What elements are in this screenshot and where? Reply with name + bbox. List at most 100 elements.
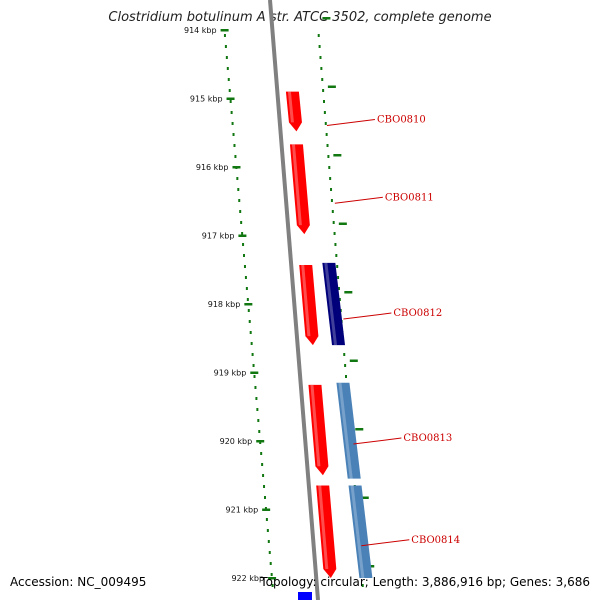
major-tick-right — [344, 291, 353, 294]
gene-arrow-highlight — [291, 144, 302, 226]
minor-tick-left — [236, 177, 239, 180]
minor-tick-right — [321, 78, 324, 81]
minor-tick-left — [233, 144, 236, 147]
minor-tick-left — [265, 518, 268, 521]
major-tick-right — [338, 222, 347, 225]
major-tick-right — [349, 359, 358, 362]
kbp-label: 921 kbp — [226, 506, 259, 515]
gene-label: CBO0812 — [393, 308, 442, 319]
gene-features — [285, 91, 337, 578]
minor-tick-left — [250, 342, 253, 345]
minor-tick-right — [335, 254, 338, 257]
minor-tick-left — [232, 133, 235, 136]
kbp-label: 916 kbp — [196, 163, 229, 172]
minor-tick-right — [333, 232, 336, 235]
kbp-label: 920 kbp — [220, 437, 253, 446]
major-tick-left — [226, 97, 235, 100]
major-tick-left — [220, 29, 229, 32]
gene-label-leader — [353, 437, 402, 445]
minor-tick-left — [260, 452, 263, 455]
minor-tick-left — [251, 353, 254, 356]
kbp-label: 917 kbp — [202, 232, 235, 241]
minor-tick-right — [334, 243, 337, 246]
minor-tick-left — [266, 529, 269, 532]
minor-tick-left — [246, 298, 249, 301]
minor-tick-left — [238, 199, 241, 202]
annotation-track-bar — [348, 485, 373, 578]
annotation-track-bar — [336, 382, 361, 479]
gene-label-leader — [361, 539, 410, 547]
minor-tick-left — [243, 254, 246, 257]
minor-tick-left — [231, 122, 234, 125]
minor-tick-right — [320, 67, 323, 70]
minor-tick-left — [252, 364, 255, 367]
minor-tick-left — [269, 562, 272, 565]
major-tick-left — [262, 508, 271, 511]
minor-tick-left — [229, 100, 232, 103]
minor-tick-left — [263, 496, 266, 499]
major-tick-left — [250, 371, 259, 374]
annotation-track-highlight — [350, 485, 365, 578]
major-tick-left — [232, 166, 241, 169]
minor-tick-left — [267, 540, 270, 543]
minor-tick-right — [323, 111, 326, 114]
minor-tick-left — [256, 408, 259, 411]
gene-label-leader — [343, 312, 392, 320]
minor-tick-left — [244, 276, 247, 279]
major-tick-left — [238, 234, 247, 237]
minor-tick-right — [337, 287, 340, 290]
minor-tick-left — [243, 265, 246, 268]
kbp-labels: 914 kbp 915 kbp 916 kbp 917 kbp 918 kbp 919 k… — [184, 26, 264, 583]
kbp-label: 915 kbp — [190, 95, 223, 104]
minor-tick-left — [239, 210, 242, 213]
minor-tick-right — [343, 353, 346, 356]
minor-tick-right — [319, 56, 322, 59]
gene-arrow-highlight — [301, 264, 311, 337]
minor-tick-left — [223, 34, 226, 37]
gene-arrow-highlight — [287, 91, 294, 123]
minor-tick-right — [331, 210, 334, 213]
minor-tick-left — [254, 386, 257, 389]
minor-tick-left — [270, 573, 273, 576]
gene-labels: CBO0810 CBO0811 CBO0812 CBO0813 CBO0814 — [326, 115, 460, 547]
minor-tick-left — [258, 430, 261, 433]
minor-tick-right — [332, 221, 335, 224]
major-tick-right — [360, 496, 369, 499]
gene-label: CBO0810 — [377, 115, 426, 126]
minor-tick-right — [329, 177, 332, 180]
gene-arrow — [285, 91, 302, 132]
kbp-label: 918 kbp — [208, 300, 241, 309]
major-tick-left — [268, 577, 277, 580]
minor-tick-left — [253, 375, 256, 378]
minor-tick-left — [226, 67, 229, 70]
genome-backbone — [268, 0, 320, 600]
minor-tick-left — [224, 45, 227, 48]
minor-tick-right — [317, 34, 320, 37]
minor-tick-left — [227, 78, 230, 81]
major-tick-right — [322, 17, 331, 20]
minor-tick-right — [345, 375, 347, 378]
minor-tick-right — [324, 122, 327, 125]
minor-tick-right — [322, 89, 325, 92]
minor-tick-left — [230, 111, 233, 114]
gene-label: CBO0811 — [385, 192, 434, 203]
major-tick-right — [333, 154, 342, 157]
gene-label: CBO0814 — [411, 535, 460, 546]
major-tick-left — [256, 440, 265, 443]
gene-arrow-highlight — [318, 485, 329, 569]
minor-tick-left — [234, 155, 237, 158]
minor-tick-left — [271, 584, 274, 587]
minor-tick-right — [326, 144, 329, 147]
minor-tick-left — [262, 474, 265, 477]
annotation-track-highlight — [338, 382, 353, 479]
annotation-block — [298, 592, 312, 600]
annotation-tracks — [298, 262, 373, 600]
minor-tick-right — [325, 133, 328, 136]
kbp-label: 919 kbp — [214, 369, 247, 378]
minor-tick-right — [338, 298, 341, 301]
minor-tick-left — [248, 320, 251, 323]
minor-tick-right — [344, 364, 347, 367]
minor-tick-right — [328, 166, 331, 169]
gene-label-leader — [334, 196, 383, 204]
